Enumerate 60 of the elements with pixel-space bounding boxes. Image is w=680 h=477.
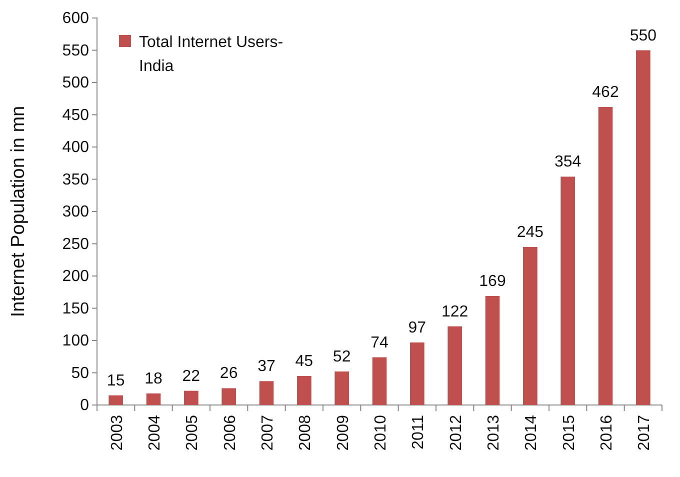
y-tick-label: 500 bbox=[62, 74, 90, 92]
x-tick-label: 2009 bbox=[334, 414, 352, 451]
data-label: 52 bbox=[332, 348, 351, 366]
x-tick-label: 2012 bbox=[448, 414, 465, 451]
bar bbox=[636, 50, 650, 405]
x-tick-label: 2008 bbox=[297, 414, 314, 451]
bar bbox=[334, 371, 349, 405]
y-tick-label: 450 bbox=[62, 106, 90, 124]
x-tick-label: 2013 bbox=[486, 414, 502, 451]
bar bbox=[560, 176, 575, 405]
data-label: 245 bbox=[516, 224, 544, 241]
y-tick-label: 150 bbox=[62, 300, 90, 318]
x-tick-label: 2004 bbox=[146, 414, 164, 451]
bar bbox=[146, 393, 161, 405]
x-tick-label: 2014 bbox=[523, 414, 540, 451]
legend-label: Total Internet Users-India bbox=[139, 34, 284, 75]
bar bbox=[108, 395, 123, 405]
y-tick-label: 250 bbox=[62, 236, 90, 253]
data-label: 45 bbox=[295, 352, 314, 370]
data-label: 550 bbox=[630, 27, 657, 44]
x-tick-label: 2003 bbox=[108, 414, 126, 451]
x-tick-label: 2016 bbox=[598, 414, 616, 451]
data-label: 22 bbox=[182, 368, 200, 385]
bar bbox=[523, 246, 538, 405]
x-tick-label: 2011 bbox=[410, 414, 428, 450]
data-label: 97 bbox=[408, 319, 426, 336]
x-tick-label: 2015 bbox=[560, 414, 578, 451]
y-tick-label: 550 bbox=[62, 42, 90, 60]
x-tick-label: 2006 bbox=[222, 414, 239, 451]
y-tick-label: 200 bbox=[62, 268, 90, 286]
x-tick-label: 2017 bbox=[636, 414, 654, 451]
data-label: 37 bbox=[258, 358, 276, 376]
bar bbox=[448, 326, 462, 405]
data-label: 169 bbox=[479, 272, 506, 290]
y-tick-label: 400 bbox=[62, 139, 90, 156]
data-label: 354 bbox=[554, 154, 582, 171]
bar bbox=[259, 381, 274, 405]
bar bbox=[598, 107, 613, 405]
bar bbox=[297, 376, 312, 405]
data-label: 26 bbox=[220, 365, 238, 382]
data-label: 74 bbox=[370, 334, 388, 352]
bar bbox=[410, 342, 424, 405]
bar bbox=[222, 388, 236, 405]
x-tick-label: 2005 bbox=[184, 414, 202, 451]
bar bbox=[372, 357, 387, 405]
data-label: 18 bbox=[144, 370, 162, 388]
y-tick-label: 600 bbox=[62, 10, 90, 28]
bar bbox=[184, 390, 198, 405]
bar bbox=[485, 296, 500, 405]
data-label: 15 bbox=[106, 372, 125, 390]
y-tick-label: 0 bbox=[80, 397, 90, 414]
x-tick-label: 2010 bbox=[372, 414, 390, 451]
y-tick-label: 300 bbox=[62, 204, 90, 221]
y-tick-label: 50 bbox=[71, 364, 90, 382]
y-axis-title: Internet Population in mn bbox=[8, 106, 29, 318]
y-tick-label: 100 bbox=[62, 332, 90, 350]
y-tick-label: 350 bbox=[62, 171, 90, 188]
x-tick-label: 2007 bbox=[260, 414, 276, 451]
data-label: 122 bbox=[441, 303, 468, 320]
data-label: 462 bbox=[592, 84, 619, 102]
